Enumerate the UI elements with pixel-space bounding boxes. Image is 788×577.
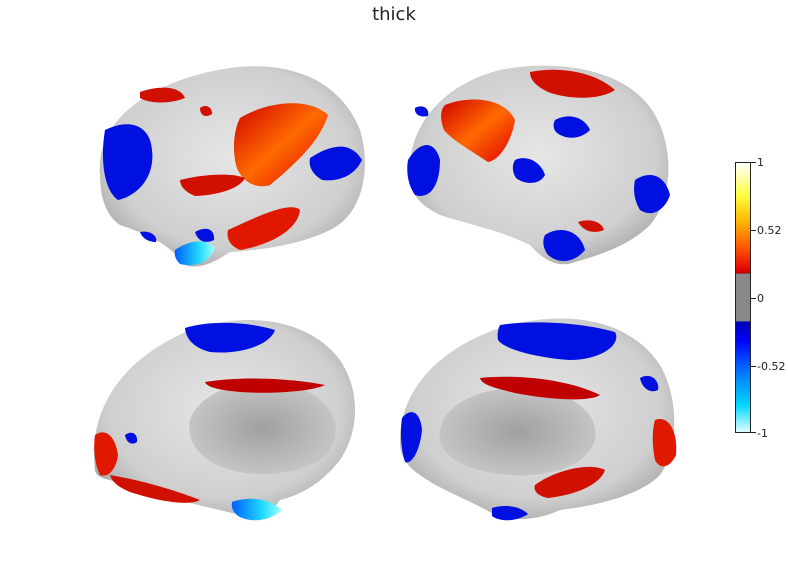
colorbar-tick	[751, 162, 756, 163]
colorbar-tick	[751, 298, 756, 299]
colorbar-tick	[751, 432, 756, 433]
colorbar-label-zero: 0	[757, 292, 764, 305]
brain-view-left-medial	[94, 320, 355, 521]
figure-title: thick	[372, 4, 416, 25]
colorbar-tick	[751, 230, 756, 231]
colorbar-label-min: -1	[757, 427, 768, 440]
colorbar	[735, 162, 751, 433]
brain-view-left-lateral	[99, 66, 365, 267]
colorbar-tick	[751, 366, 756, 367]
colorbar-label-max: 1	[757, 156, 764, 169]
colorbar-label-low: -0.52	[757, 360, 786, 373]
brain-view-right-medial	[400, 318, 677, 521]
brain-view-right-lateral	[407, 65, 670, 265]
colorbar-label-high: 0.52	[757, 224, 782, 237]
